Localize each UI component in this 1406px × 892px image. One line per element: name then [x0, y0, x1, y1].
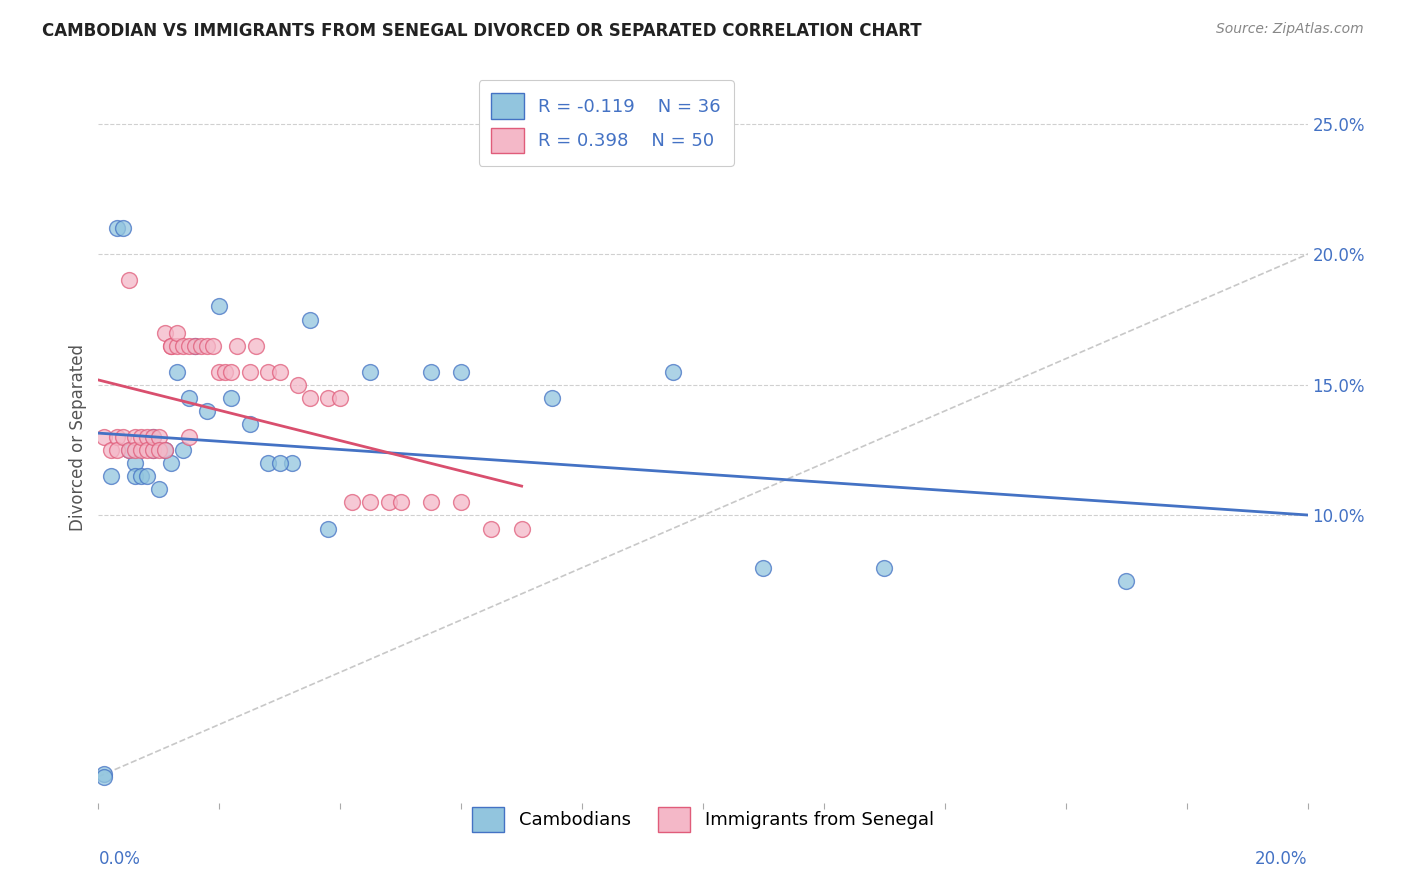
Point [190, 339, 212, 353]
Point [153, 443, 176, 458]
Point [316, 521, 339, 535]
Point [118, 443, 141, 458]
Point [105, 430, 128, 444]
Point [450, 495, 472, 509]
Point [208, 300, 231, 314]
Point [214, 365, 236, 379]
Point [540, 391, 562, 405]
Point [118, 273, 141, 287]
Point [287, 377, 309, 392]
Y-axis label: Divorced or Separated: Divorced or Separated [69, 343, 87, 531]
Point [160, 339, 183, 353]
Point [179, 391, 201, 405]
Point [166, 365, 188, 379]
Point [256, 365, 278, 379]
Point [148, 443, 170, 458]
Legend: Cambodians, Immigrants from Senegal: Cambodians, Immigrants from Senegal [460, 794, 946, 845]
Point [179, 430, 201, 444]
Point [129, 430, 152, 444]
Point [93, 430, 115, 444]
Point [329, 391, 352, 405]
Point [195, 404, 218, 418]
Point [1115, 574, 1137, 588]
Point [239, 365, 262, 379]
Point [256, 456, 278, 470]
Point [184, 339, 207, 353]
Point [299, 312, 322, 326]
Point [105, 443, 128, 458]
Point [142, 430, 165, 444]
Point [124, 456, 146, 470]
Point [269, 365, 291, 379]
Point [124, 443, 146, 458]
Point [299, 391, 322, 405]
Point [111, 430, 134, 444]
Point [135, 430, 157, 444]
Point [342, 495, 364, 509]
Text: 0.0%: 0.0% [98, 850, 141, 868]
Point [184, 339, 207, 353]
Point [135, 469, 157, 483]
Point [166, 326, 188, 340]
Point [661, 365, 683, 379]
Point [179, 339, 201, 353]
Point [360, 495, 382, 509]
Point [172, 339, 194, 353]
Point [105, 221, 128, 235]
Point [129, 469, 152, 483]
Point [160, 339, 183, 353]
Point [873, 560, 896, 574]
Text: 20.0%: 20.0% [1256, 850, 1308, 868]
Point [111, 221, 134, 235]
Point [166, 339, 188, 353]
Point [245, 339, 267, 353]
Point [160, 456, 183, 470]
Point [510, 521, 533, 535]
Point [135, 443, 157, 458]
Point [221, 391, 243, 405]
Point [129, 443, 152, 458]
Point [100, 443, 122, 458]
Point [195, 339, 218, 353]
Point [239, 417, 262, 431]
Point [377, 495, 399, 509]
Point [420, 495, 443, 509]
Point [124, 430, 146, 444]
Point [360, 365, 382, 379]
Point [208, 365, 231, 379]
Point [172, 443, 194, 458]
Point [269, 456, 291, 470]
Point [93, 770, 115, 784]
Point [142, 443, 165, 458]
Point [100, 469, 122, 483]
Point [389, 495, 412, 509]
Point [124, 469, 146, 483]
Point [316, 391, 339, 405]
Point [226, 339, 249, 353]
Point [148, 483, 170, 497]
Point [142, 443, 165, 458]
Point [450, 365, 472, 379]
Point [281, 456, 304, 470]
Point [420, 365, 443, 379]
Point [142, 430, 165, 444]
Point [93, 767, 115, 781]
Point [148, 430, 170, 444]
Text: CAMBODIAN VS IMMIGRANTS FROM SENEGAL DIVORCED OR SEPARATED CORRELATION CHART: CAMBODIAN VS IMMIGRANTS FROM SENEGAL DIV… [42, 22, 922, 40]
Point [153, 326, 176, 340]
Point [118, 443, 141, 458]
Point [752, 560, 775, 574]
Text: Source: ZipAtlas.com: Source: ZipAtlas.com [1216, 22, 1364, 37]
Point [481, 521, 503, 535]
Point [153, 443, 176, 458]
Point [221, 365, 243, 379]
Point [202, 339, 225, 353]
